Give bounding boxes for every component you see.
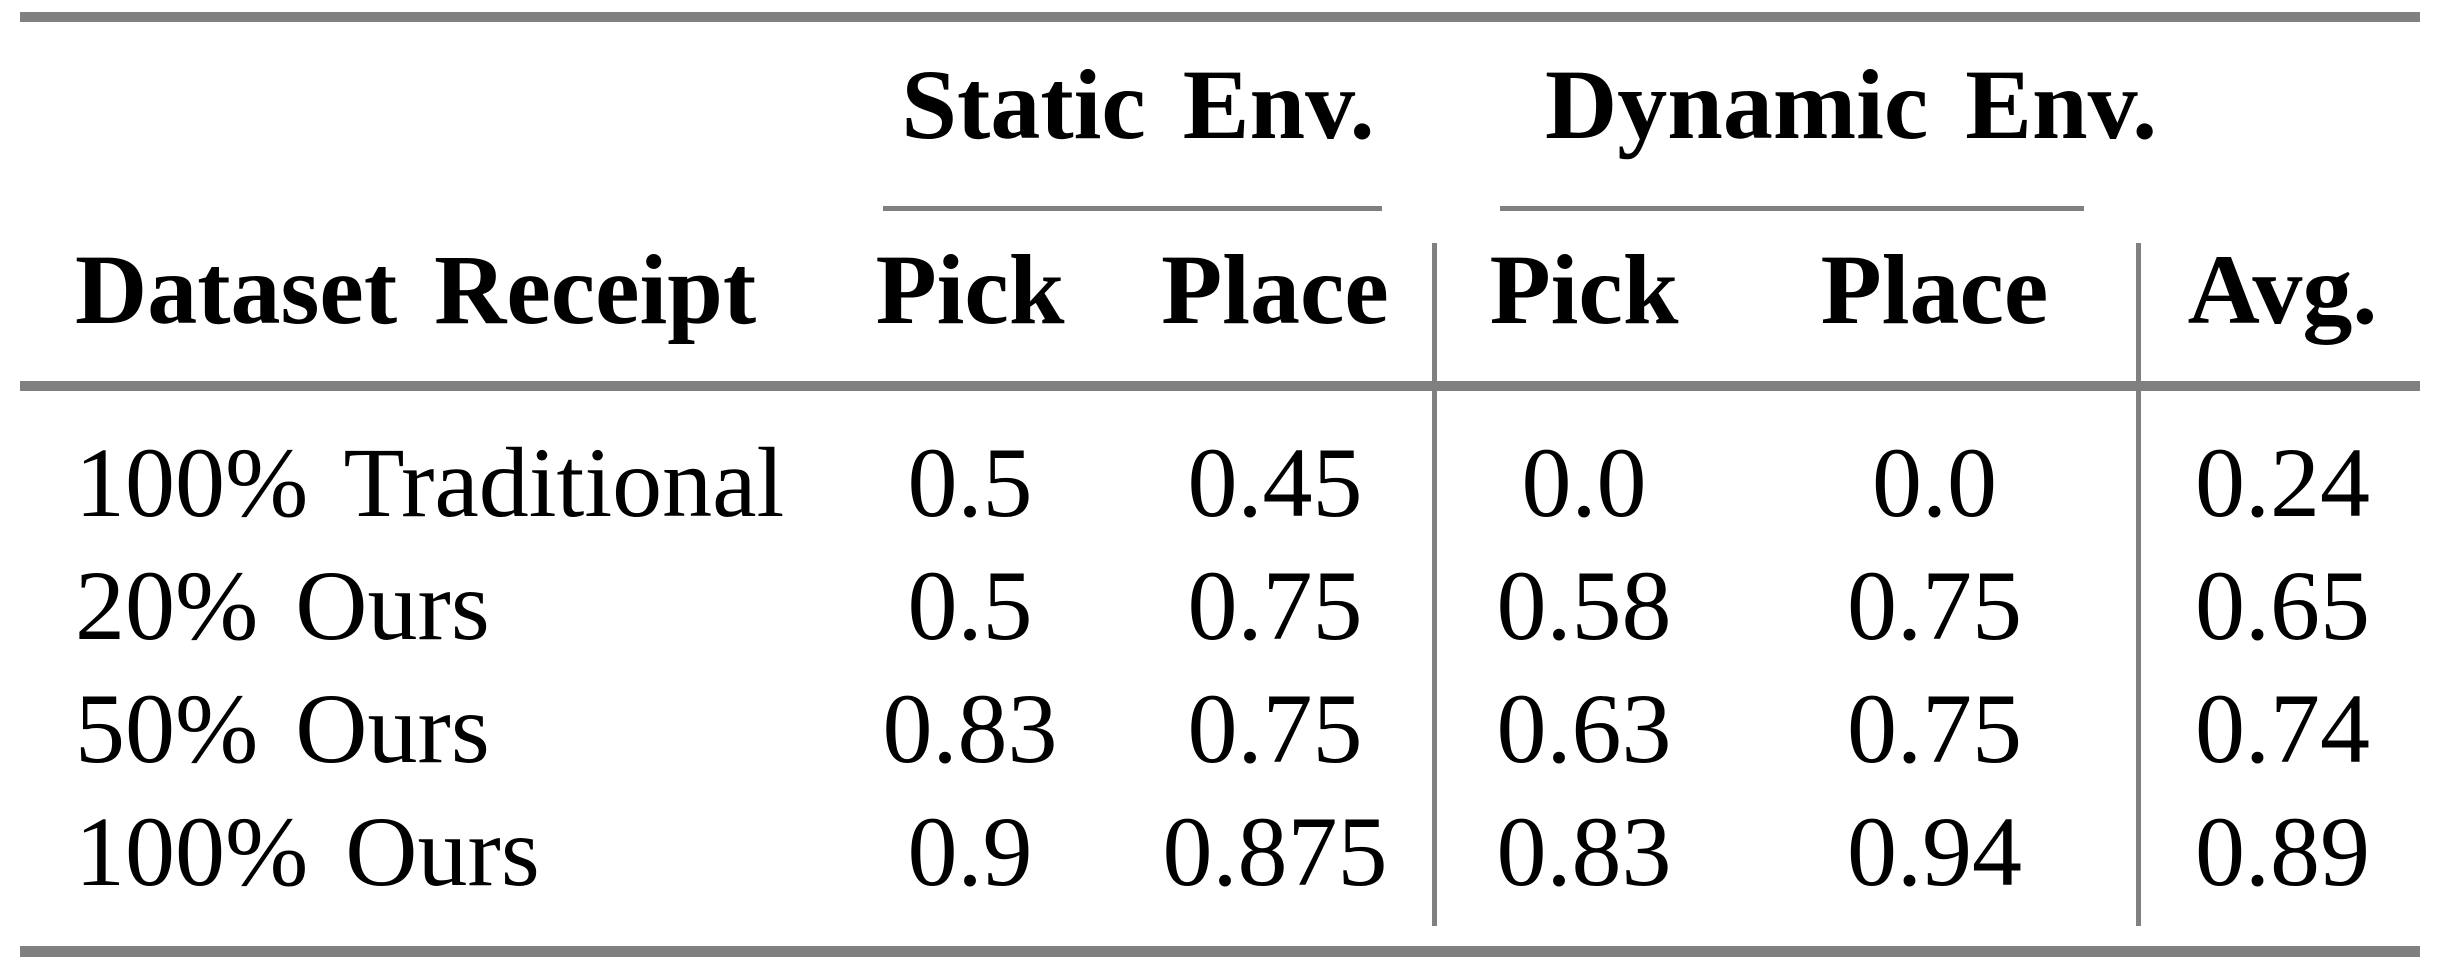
table-cell: 0.5 bbox=[907, 427, 1033, 538]
table-cell: 0.9 bbox=[907, 796, 1033, 907]
row-label: 20% Ours bbox=[75, 550, 490, 661]
table-cell: 0.65 bbox=[2195, 550, 2370, 661]
table-cell: 0.63 bbox=[1496, 673, 1672, 784]
table-cell: 0.58 bbox=[1496, 550, 1672, 661]
header-cell-dynamic-pick: Pick bbox=[1489, 234, 1679, 345]
column-group-header-static: Static Env. bbox=[901, 49, 1375, 160]
table-cell: 0.94 bbox=[1847, 796, 2022, 907]
header-cell-static-place: Place bbox=[1161, 234, 1389, 345]
table-cell: 0.875 bbox=[1162, 796, 1388, 907]
row-label: 100% Ours bbox=[75, 796, 540, 907]
table-cell: 0.74 bbox=[2195, 673, 2370, 784]
header-cell-dynamic-place: Place bbox=[1820, 234, 2049, 345]
table-cell: 0.75 bbox=[1847, 550, 2022, 661]
header-cell-static-pick: Pick bbox=[875, 234, 1065, 345]
table-cell: 0.75 bbox=[1847, 673, 2022, 784]
row-label: 100% Traditional bbox=[75, 427, 785, 538]
vertical-rule-static-dynamic bbox=[1432, 243, 1437, 926]
table-cell: 0.75 bbox=[1187, 673, 1363, 784]
top-rule bbox=[20, 12, 2420, 22]
column-group-header-dynamic: Dynamic Env. bbox=[1545, 49, 2158, 160]
table-cell: 0.0 bbox=[1521, 427, 1647, 538]
table-cell: 0.83 bbox=[1496, 796, 1672, 907]
header-cell-dataset-receipt: Dataset Receipt bbox=[75, 234, 757, 345]
row-label: 50% Ours bbox=[75, 673, 490, 784]
vertical-rule-dynamic-avg bbox=[2136, 243, 2141, 926]
table-cell: 0.0 bbox=[1872, 427, 1997, 538]
table-cell: 0.5 bbox=[907, 550, 1033, 661]
table-cell: 0.89 bbox=[2195, 796, 2370, 907]
table-cell: 0.24 bbox=[2195, 427, 2370, 538]
table-cell: 0.83 bbox=[882, 673, 1058, 784]
header-cell-avg: Avg. bbox=[2187, 234, 2378, 345]
table-cell: 0.45 bbox=[1187, 427, 1363, 538]
bottom-rule bbox=[20, 946, 2420, 957]
cmidrule-static-env bbox=[883, 206, 1382, 211]
header-rule bbox=[20, 381, 2420, 391]
table-cell: 0.75 bbox=[1187, 550, 1363, 661]
cmidrule-dynamic-env bbox=[1500, 206, 2084, 211]
